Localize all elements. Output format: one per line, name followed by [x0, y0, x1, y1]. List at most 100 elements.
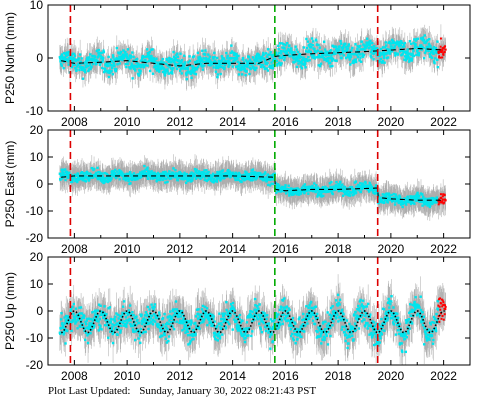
daily-point — [386, 198, 389, 201]
daily-point — [137, 174, 140, 178]
daily-point — [227, 171, 231, 175]
daily-point — [318, 46, 321, 49]
daily-point — [399, 44, 402, 47]
daily-point — [118, 178, 121, 181]
daily-point — [313, 47, 316, 51]
daily-point — [257, 171, 260, 175]
daily-point — [116, 63, 119, 66]
daily-point — [61, 58, 65, 61]
daily-point — [198, 55, 201, 59]
daily-point — [133, 67, 136, 71]
daily-point — [379, 53, 382, 56]
daily-point — [289, 188, 292, 192]
daily-point — [317, 64, 320, 67]
daily-point — [171, 66, 175, 70]
daily-point — [222, 172, 225, 176]
daily-point — [264, 171, 267, 174]
daily-point — [138, 69, 141, 72]
daily-point — [180, 72, 183, 75]
daily-point — [382, 196, 385, 199]
daily-point — [345, 45, 348, 49]
daily-point — [122, 49, 125, 52]
daily-point — [421, 45, 424, 49]
daily-point — [343, 190, 346, 193]
daily-point — [294, 45, 297, 48]
daily-point — [266, 48, 270, 51]
daily-point — [356, 185, 359, 189]
daily-point — [409, 59, 412, 62]
daily-point — [160, 60, 163, 63]
daily-point — [218, 173, 221, 177]
daily-point — [67, 171, 71, 175]
daily-point — [91, 176, 95, 179]
daily-point — [215, 64, 218, 68]
daily-point — [83, 179, 86, 182]
daily-point — [135, 57, 139, 61]
daily-point — [177, 65, 181, 68]
daily-point — [150, 55, 153, 58]
daily-point — [215, 56, 219, 60]
daily-point — [207, 53, 210, 56]
daily-point — [69, 56, 72, 59]
daily-point — [188, 178, 192, 182]
daily-point — [344, 50, 347, 53]
daily-point — [345, 192, 348, 196]
daily-point — [166, 59, 170, 62]
daily-point — [158, 70, 161, 73]
daily-point — [222, 67, 226, 71]
daily-point — [329, 65, 332, 68]
daily-point — [347, 43, 351, 46]
daily-point — [381, 59, 384, 63]
daily-point — [262, 65, 266, 69]
y-tick-label: 10 — [30, 150, 44, 164]
daily-point — [416, 49, 419, 52]
daily-point — [329, 189, 333, 193]
daily-point — [78, 53, 82, 56]
daily-point — [193, 69, 196, 72]
recent-point — [440, 196, 443, 199]
daily-point — [196, 51, 200, 55]
daily-point — [197, 58, 201, 62]
daily-point — [322, 53, 325, 57]
daily-point — [331, 64, 334, 68]
daily-point — [334, 187, 337, 191]
daily-point — [267, 177, 271, 180]
daily-point — [288, 192, 291, 195]
daily-point — [184, 72, 188, 75]
daily-point — [133, 69, 137, 72]
daily-point — [419, 45, 422, 49]
daily-point — [84, 65, 88, 69]
daily-point — [102, 56, 105, 60]
daily-point — [283, 56, 287, 59]
daily-point — [385, 192, 389, 195]
daily-point — [175, 58, 178, 62]
daily-point — [212, 174, 215, 177]
daily-point — [311, 184, 314, 188]
daily-point — [215, 178, 219, 181]
daily-point — [308, 43, 311, 47]
daily-point — [399, 40, 403, 43]
daily-point — [225, 172, 228, 175]
daily-point — [326, 187, 330, 191]
daily-point — [129, 182, 132, 185]
daily-point — [236, 65, 239, 68]
daily-point — [200, 59, 204, 62]
daily-point — [211, 172, 215, 176]
daily-point — [272, 64, 275, 67]
daily-point — [428, 43, 431, 46]
daily-point — [241, 56, 245, 60]
daily-point — [288, 55, 292, 58]
daily-point — [344, 187, 347, 190]
daily-point — [165, 174, 169, 177]
daily-point — [300, 62, 303, 65]
recent-point — [442, 47, 445, 50]
daily-point — [378, 200, 382, 204]
daily-point — [109, 64, 113, 67]
recent-point — [443, 194, 446, 197]
daily-point — [71, 63, 75, 66]
daily-point — [306, 185, 309, 189]
daily-point — [365, 44, 369, 48]
daily-point — [429, 55, 433, 58]
daily-point — [305, 46, 309, 50]
daily-point — [423, 201, 426, 205]
